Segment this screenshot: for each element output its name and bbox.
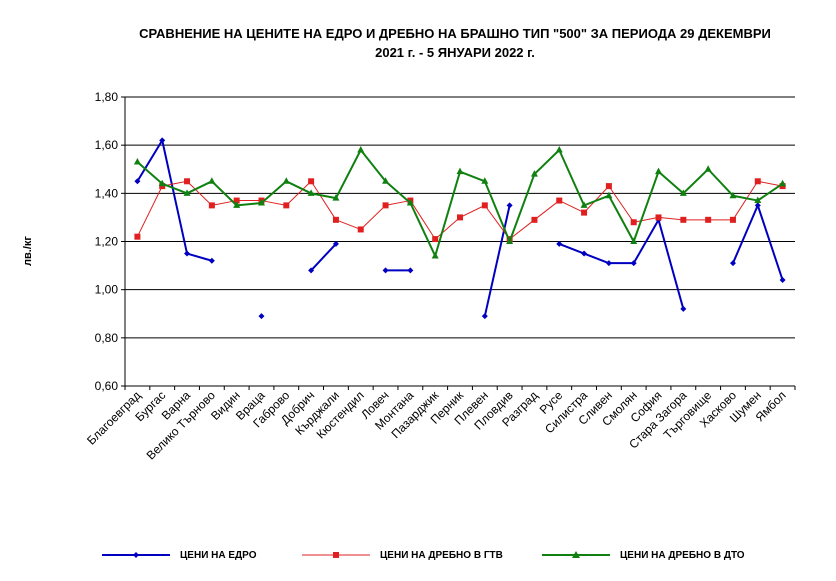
data-point-wholesale — [481, 313, 488, 320]
data-point-retail-dto — [506, 237, 514, 244]
data-point-retail-dto — [754, 196, 762, 204]
legend-item-retail-dto: ЦЕНИ НА ДРЕБНО В ДТО — [540, 548, 745, 562]
data-point-retail-gtv — [134, 233, 141, 240]
legend-item-retail-gtv: ЦЕНИ НА ДРЕБНО В ГТВ — [300, 548, 503, 562]
data-point-retail-gtv — [605, 183, 612, 190]
data-point-retail-gtv — [729, 216, 736, 223]
data-point-wholesale — [159, 137, 166, 144]
data-point-retail-dto — [779, 179, 787, 187]
chart-title: СРАВНЕНИЕ НА ЦЕНИТЕ НА ЕДРО И ДРЕБНО НА … — [90, 24, 820, 62]
data-point-retail-dto — [431, 251, 439, 259]
series-line-1 — [310, 243, 337, 272]
data-point-wholesale — [308, 267, 315, 274]
data-point-retail-dto — [605, 191, 613, 199]
series-line-3 — [136, 148, 784, 257]
data-point-retail-dto — [257, 198, 265, 206]
data-point-retail-dto — [456, 167, 464, 175]
data-point-retail-gtv — [184, 178, 191, 185]
data-point-retail-gtv — [754, 178, 761, 185]
data-point-retail-gtv — [332, 216, 339, 223]
data-point-retail-dto — [655, 167, 663, 175]
data-point-wholesale — [581, 250, 588, 257]
data-point-retail-gtv — [556, 197, 563, 204]
data-point-retail-gtv — [382, 202, 389, 209]
data-point-retail-dto — [580, 201, 588, 208]
data-point-retail-dto — [679, 189, 687, 196]
data-point-retail-gtv — [581, 209, 588, 216]
data-point-retail-dto — [183, 189, 191, 196]
data-point-wholesale — [680, 305, 687, 312]
legend-label-retail-dto: ЦЕНИ НА ДРЕБНО В ДТО — [620, 549, 745, 561]
legend-swatch-retail-gtv — [302, 552, 370, 558]
y-tick-label: 1,40 — [95, 186, 119, 200]
data-point-retail-gtv — [432, 236, 439, 243]
data-point-retail-gtv — [357, 226, 364, 233]
data-point-retail-dto — [530, 170, 538, 177]
data-point-wholesale — [208, 257, 215, 264]
data-point-retail-dto — [382, 177, 390, 184]
series-line-1 — [483, 205, 511, 317]
data-point-retail-dto — [332, 194, 340, 201]
data-point-wholesale — [779, 277, 786, 284]
y-tick-label: 0,60 — [95, 379, 119, 393]
data-point-retail-gtv — [308, 178, 315, 185]
y-tick-label: 1,60 — [95, 138, 119, 152]
data-point-retail-gtv — [705, 216, 712, 223]
y-tick-label: 1,00 — [95, 283, 119, 297]
data-point-wholesale — [134, 178, 141, 185]
data-point-retail-dto — [555, 145, 563, 153]
data-point-retail-gtv — [481, 202, 488, 209]
data-point-retail-gtv — [208, 202, 215, 209]
chart-title-line-1: СРАВНЕНИЕ НА ЦЕНИТЕ НА ЕДРО И ДРЕБНО НА … — [139, 26, 771, 41]
series-line-1 — [558, 218, 685, 310]
data-point-retail-gtv — [655, 214, 662, 221]
data-point-wholesale — [754, 202, 761, 209]
y-tick-label: 1,80 — [95, 90, 119, 104]
data-point-wholesale — [407, 267, 414, 274]
data-point-retail-gtv — [283, 202, 290, 209]
data-point-retail-dto — [357, 145, 365, 153]
data-point-wholesale — [382, 267, 389, 274]
legend-label-wholesale: ЦЕНИ НА ЕДРО — [180, 549, 257, 561]
data-point-retail-dto — [133, 158, 141, 165]
data-point-wholesale — [556, 240, 563, 247]
data-point-retail-dto — [307, 189, 315, 196]
data-point-retail-dto — [282, 177, 290, 184]
data-point-wholesale — [630, 260, 637, 267]
y-tick-label: 0,80 — [95, 331, 119, 345]
data-point-wholesale — [506, 202, 513, 209]
legend-swatch-retail-dto — [542, 551, 610, 558]
data-point-retail-dto — [481, 177, 489, 184]
legend-swatch-wholesale — [102, 552, 170, 558]
legend-item-wholesale: ЦЕНИ НА ЕДРО — [100, 548, 257, 562]
data-point-wholesale — [258, 313, 265, 320]
legend-label-retail-gtv: ЦЕНИ НА ДРЕБНО В ГТВ — [380, 549, 503, 561]
data-point-retail-dto — [704, 165, 712, 172]
data-point-wholesale — [605, 260, 612, 267]
data-point-retail-dto — [630, 237, 638, 244]
data-point-retail-dto — [406, 198, 414, 206]
series-line-1 — [136, 139, 213, 262]
data-point-retail-dto — [729, 191, 737, 199]
y-tick-label: 1,20 — [95, 235, 119, 249]
series-line-1 — [732, 204, 784, 281]
data-point-retail-gtv — [457, 214, 463, 221]
data-point-retail-gtv — [680, 216, 687, 223]
line-chart: 0,600,801,001,201,401,601,80БлагоевградБ… — [84, 90, 796, 463]
data-point-wholesale — [184, 250, 191, 257]
data-point-wholesale — [729, 260, 736, 267]
data-point-wholesale — [332, 240, 339, 247]
data-point-retail-gtv — [531, 216, 538, 223]
data-point-retail-gtv — [630, 219, 637, 226]
data-point-retail-dto — [158, 179, 166, 187]
data-point-retail-dto — [208, 177, 216, 184]
chart-title-line-2: 2021 г. - 5 ЯНУАРИ 2022 г. — [375, 45, 535, 60]
data-point-retail-gtv — [233, 197, 240, 204]
data-point-retail-dto — [233, 201, 241, 208]
